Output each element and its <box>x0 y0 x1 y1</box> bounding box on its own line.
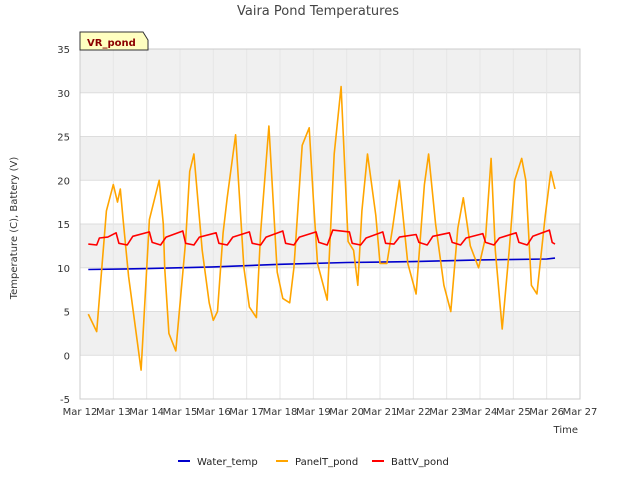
legend: Water_temp PanelT_pond BattV_pond <box>178 457 449 468</box>
x-tick-label: Mar 18 <box>263 407 298 418</box>
x-tick-label: Mar 21 <box>363 407 398 418</box>
x-tick-label: Mar 25 <box>496 407 531 418</box>
y-tick-label: 5 <box>64 308 70 319</box>
x-tick-label: Mar 13 <box>96 407 131 418</box>
y-tick-label: -5 <box>60 395 70 406</box>
series-line-battv-pond <box>88 229 556 246</box>
badge-label: VR_pond <box>87 38 136 49</box>
series-line-water-temp <box>88 257 556 271</box>
y-axis-ticks: -5 0 5 10 15 20 25 30 35 <box>57 45 70 406</box>
x-tick-label: Mar 22 <box>396 407 431 418</box>
series-lines <box>87 85 556 371</box>
legend-label: Water_temp <box>197 457 258 468</box>
y-axis-label: Temperature (C), Battery (V) <box>9 157 20 301</box>
x-tick-label: Mar 12 <box>63 407 98 418</box>
y-tick-label: 35 <box>57 45 70 56</box>
y-tick-label: 30 <box>57 89 70 100</box>
x-tick-label: Mar 26 <box>529 407 564 418</box>
y-tick-label: 25 <box>57 133 70 144</box>
background-band <box>80 311 580 356</box>
plot-background-bands <box>80 49 580 356</box>
x-tick-label: Mar 19 <box>296 407 331 418</box>
x-tick-label: Mar 15 <box>163 407 198 418</box>
background-band <box>80 136 580 181</box>
badge-box <box>79 31 149 51</box>
x-axis-label: Time <box>553 425 578 436</box>
x-tick-label: Mar 16 <box>196 407 231 418</box>
station-badge: VR_pond <box>79 31 149 51</box>
y-tick-label: 20 <box>57 176 70 187</box>
y-tick-label: 0 <box>64 351 70 362</box>
legend-label: PanelT_pond <box>295 457 358 468</box>
x-tick-label: Mar 14 <box>129 407 164 418</box>
plot-frame <box>79 48 581 400</box>
background-band <box>80 49 580 93</box>
x-tick-label: Mar 24 <box>463 407 498 418</box>
y-tick-label: 15 <box>57 220 70 231</box>
x-tick-label: Mar 23 <box>429 407 464 418</box>
x-tick-label: Mar 17 <box>229 407 264 418</box>
legend-label: BattV_pond <box>391 457 449 468</box>
chart-title: Vaira Pond Temperatures <box>237 4 399 19</box>
y-tick-label: 10 <box>57 264 70 275</box>
x-tick-label: Mar 20 <box>329 407 364 418</box>
x-tick-label: Mar 27 <box>563 407 598 418</box>
series-line-panelt-pond <box>87 85 556 371</box>
